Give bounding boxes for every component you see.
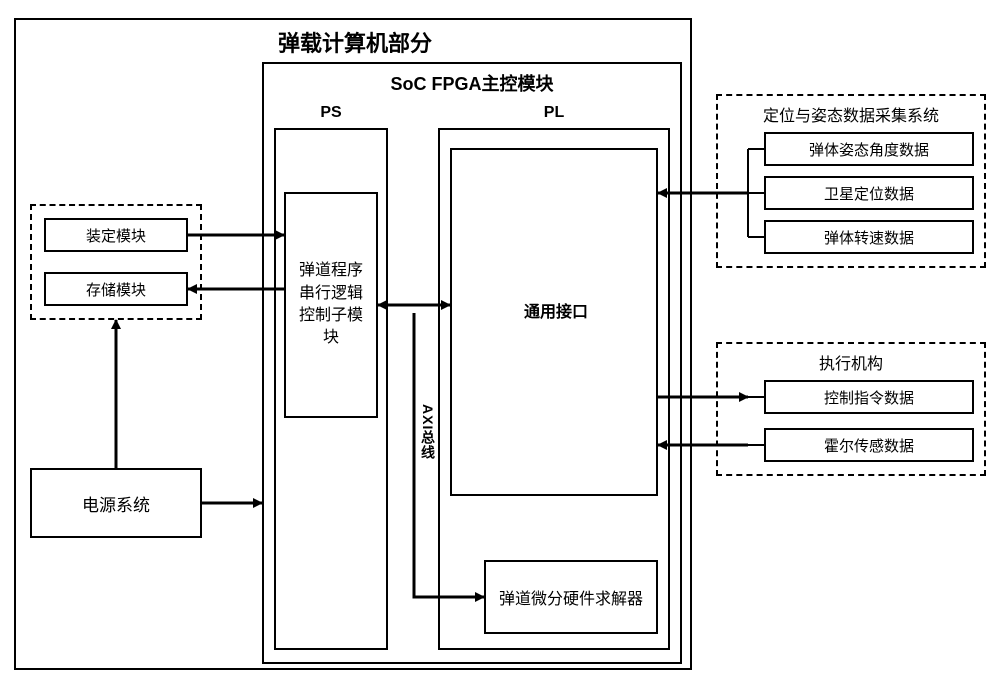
acq-item-0-label: 弹体姿态角度数据 xyxy=(809,139,929,160)
acq-title: 定位与姿态数据采集系统 xyxy=(726,102,976,126)
exec-title: 执行机构 xyxy=(726,350,976,374)
acq-item-2-label: 弹体转速数据 xyxy=(824,227,914,248)
acq-item-0: 弹体姿态角度数据 xyxy=(764,132,974,166)
ps-submodule-label: 弹道程序串行逻辑控制子模块 xyxy=(286,254,376,356)
axi-label: AXI总线 xyxy=(418,404,438,465)
pl-interface-box xyxy=(450,148,658,496)
exec-item-1-label: 霍尔传感数据 xyxy=(824,435,914,456)
pl-solver-label: 弹道微分硬件求解器 xyxy=(489,581,653,613)
pl-solver-box: 弹道微分硬件求解器 xyxy=(484,560,658,634)
ps-submodule: 弹道程序串行逻辑控制子模块 xyxy=(284,192,378,418)
exec-item-1: 霍尔传感数据 xyxy=(764,428,974,462)
pl-title: PL xyxy=(438,104,670,122)
storage-label: 存储模块 xyxy=(86,279,146,300)
power-label: 电源系统 xyxy=(82,491,150,516)
soc-title: SoC FPGA主控模块 xyxy=(312,70,632,96)
power-box: 电源系统 xyxy=(30,468,202,538)
storage-module: 存储模块 xyxy=(44,272,188,306)
main-title: 弹载计算机部分 xyxy=(200,26,510,58)
pl-interface-label: 通用接口 xyxy=(496,298,616,322)
ps-title: PS xyxy=(274,104,388,122)
acq-item-1: 卫星定位数据 xyxy=(764,176,974,210)
loading-label: 装定模块 xyxy=(86,225,146,246)
exec-item-0-label: 控制指令数据 xyxy=(824,387,914,408)
loading-module: 装定模块 xyxy=(44,218,188,252)
exec-item-0: 控制指令数据 xyxy=(764,380,974,414)
acq-item-1-label: 卫星定位数据 xyxy=(824,183,914,204)
acq-item-2: 弹体转速数据 xyxy=(764,220,974,254)
